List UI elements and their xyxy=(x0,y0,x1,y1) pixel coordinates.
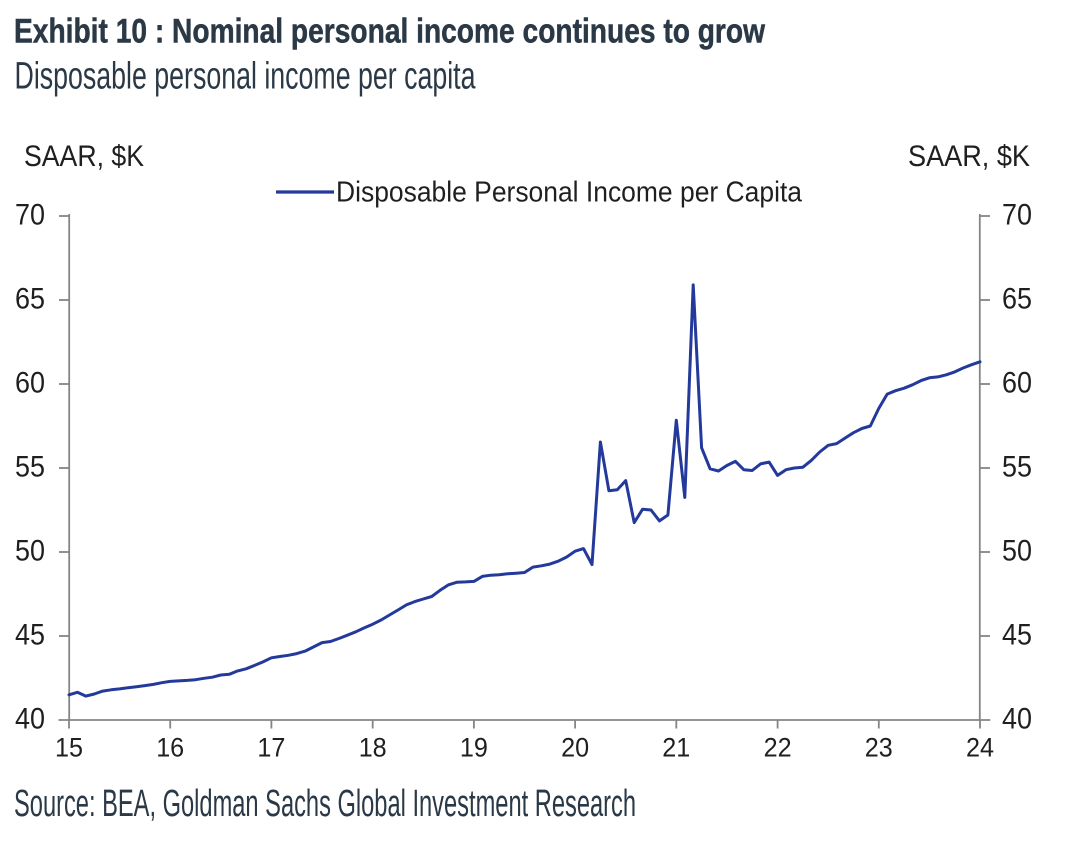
svg-text:19: 19 xyxy=(460,733,488,763)
svg-text:50: 50 xyxy=(1002,535,1032,568)
svg-text:40: 40 xyxy=(1002,703,1032,736)
svg-text:70: 70 xyxy=(15,199,45,232)
svg-text:15: 15 xyxy=(55,733,83,763)
svg-text:20: 20 xyxy=(561,733,589,763)
svg-text:21: 21 xyxy=(662,733,690,763)
svg-text:SAAR, $K: SAAR, $K xyxy=(24,140,144,173)
svg-text:55: 55 xyxy=(1002,451,1032,484)
svg-text:50: 50 xyxy=(15,535,45,568)
svg-text:55: 55 xyxy=(15,451,45,484)
svg-text:Source: BEA, Goldman Sachs Glo: Source: BEA, Goldman Sachs Global Invest… xyxy=(14,783,636,825)
svg-text:45: 45 xyxy=(1002,619,1032,652)
svg-text:24: 24 xyxy=(966,733,994,763)
svg-text:16: 16 xyxy=(156,733,184,763)
svg-text:60: 60 xyxy=(15,367,45,400)
svg-text:65: 65 xyxy=(15,283,45,316)
svg-text:40: 40 xyxy=(15,703,45,736)
svg-text:Disposable personal income per: Disposable personal income per capita xyxy=(15,56,477,98)
svg-text:17: 17 xyxy=(257,733,285,763)
svg-text:60: 60 xyxy=(1002,367,1032,400)
svg-text:70: 70 xyxy=(1002,199,1032,232)
svg-text:SAAR, $K: SAAR, $K xyxy=(908,140,1030,173)
svg-text:Exhibit 10 : Nominal personal: Exhibit 10 : Nominal personal income con… xyxy=(14,13,765,51)
svg-text:18: 18 xyxy=(359,733,387,763)
svg-text:22: 22 xyxy=(764,733,792,763)
svg-text:65: 65 xyxy=(1002,283,1032,316)
svg-text:23: 23 xyxy=(865,733,893,763)
svg-text:45: 45 xyxy=(15,619,45,652)
svg-text:Disposable Personal Income per: Disposable Personal Income per Capita xyxy=(336,177,803,209)
